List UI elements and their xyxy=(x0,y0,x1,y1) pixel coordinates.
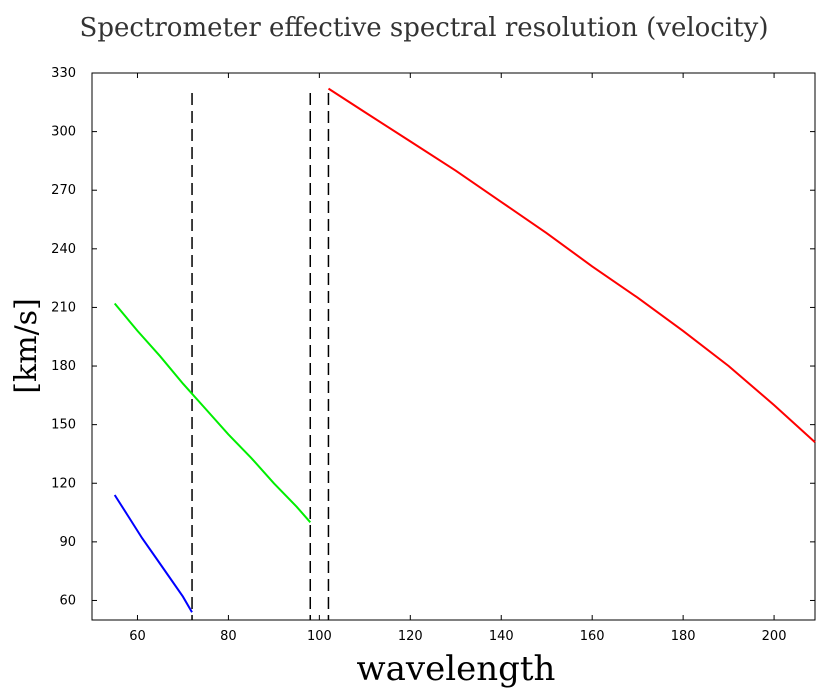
ticks: 60 80 100 120 140 160 180 200 60 90 120 150 180 210 24… xyxy=(51,66,815,644)
plot-frame xyxy=(91,72,816,621)
y-tick-label: 90 xyxy=(59,535,76,550)
x-axis-title: wavelength xyxy=(357,649,556,689)
y-tick-label: 240 xyxy=(51,242,76,257)
x-tick-label: 140 xyxy=(489,629,514,644)
y-axis-title: [km/s] xyxy=(9,298,44,394)
y-tick-label: 300 xyxy=(51,125,76,140)
y-tick-label: 210 xyxy=(51,300,76,315)
series-line xyxy=(113,302,312,523)
y-tick-label: 120 xyxy=(51,476,76,491)
y-tick-label: 180 xyxy=(51,359,76,374)
series-line xyxy=(327,87,816,443)
vertical-lines xyxy=(191,93,330,620)
y-tick-label: 330 xyxy=(51,66,76,81)
x-tick-label: 200 xyxy=(762,629,787,644)
y-tick-label: 150 xyxy=(51,418,76,433)
x-tick-label: 120 xyxy=(398,629,423,644)
x-tick-label: 60 xyxy=(129,629,146,644)
series-group xyxy=(113,87,816,613)
x-tick-label: 160 xyxy=(580,629,605,644)
x-tick-label: 80 xyxy=(220,629,237,644)
chart-title: Spectrometer effective spectral resoluti… xyxy=(80,13,769,43)
y-tick-label: 270 xyxy=(51,183,76,198)
x-tick-label: 180 xyxy=(671,629,696,644)
x-tick-label: 100 xyxy=(307,629,332,644)
y-tick-label: 60 xyxy=(59,593,76,608)
series-line xyxy=(113,494,193,613)
